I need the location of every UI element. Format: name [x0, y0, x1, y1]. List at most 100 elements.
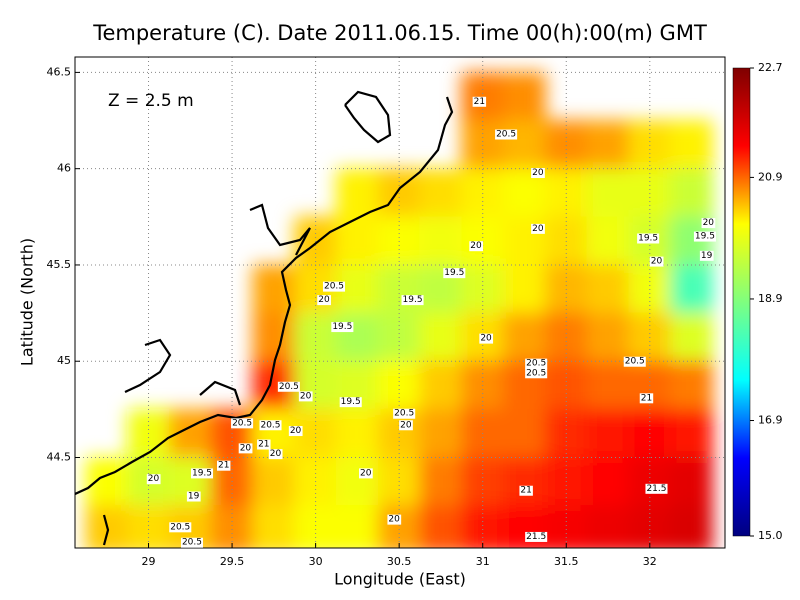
contour-label-bg — [469, 241, 484, 252]
field-cell — [127, 505, 170, 548]
y-axis-label: Latitude (North) — [18, 238, 37, 366]
contour-label: 20.5 — [526, 359, 546, 369]
contour-label-bg — [479, 333, 494, 344]
contour-label: 20.5 — [260, 420, 280, 430]
contour-label: 20 — [470, 241, 482, 251]
field-cell — [419, 312, 463, 362]
contour-label: 19.5 — [332, 322, 352, 332]
contour-label-bg — [531, 223, 545, 234]
contour-label: 21 — [520, 486, 531, 496]
field-cell — [503, 264, 546, 314]
contour-label-bg — [525, 531, 548, 542]
contour-label-bg — [519, 485, 533, 496]
contour-labels: 21 20.5 20 20 19.5 20 19.5 19 20 20 19.5 20.5 20 19.5… — [146, 96, 716, 548]
contour-label-bg — [186, 491, 201, 502]
field-cell — [336, 168, 379, 218]
contour-label: 20 — [703, 218, 715, 228]
field-cell — [670, 168, 713, 218]
field-cell — [419, 168, 463, 218]
grid: 29 29.5 30 30.5 31 31.5 32 44.5 45 45.5 46 46.5 — [47, 57, 725, 568]
contour-label: 20 — [290, 426, 302, 436]
contour-label: 19 — [701, 251, 713, 261]
contour-label-bg — [393, 408, 416, 419]
contour-label: 19.5 — [192, 468, 212, 478]
contour-label: 21 — [474, 97, 485, 107]
contour-label: 20.5 — [625, 357, 645, 367]
field-cell — [85, 457, 129, 507]
field-cell — [461, 71, 505, 122]
contour-label-bg — [146, 474, 161, 485]
contour-label-bg — [259, 420, 282, 431]
colorbar-tick-label: 18.9 — [758, 292, 783, 305]
contour-label: 20.5 — [324, 282, 344, 292]
field-cell — [503, 457, 546, 507]
field-cell — [252, 505, 296, 548]
contour-label: 20 — [270, 449, 282, 459]
field-cell — [628, 505, 672, 548]
field-cell — [210, 505, 254, 548]
field-cell — [461, 505, 505, 548]
field-cell — [252, 457, 296, 507]
x-tick-label: 30.5 — [387, 555, 412, 568]
contour-label-bg — [322, 281, 346, 292]
field-cell — [670, 360, 713, 410]
colorbar-tick-label: 15.0 — [758, 529, 783, 542]
chart-title: Temperature (C). Date 2011.06.15. Time 0… — [92, 21, 707, 45]
contour-label: 19.5 — [403, 295, 423, 305]
x-tick-label: 30 — [309, 555, 323, 568]
x-axis-label: Longitude (East) — [334, 570, 466, 589]
contour-label-bg — [531, 168, 545, 179]
field-cell — [586, 312, 630, 362]
contour-label: 19.5 — [695, 232, 715, 242]
field-cell — [586, 408, 630, 459]
contour-label: 20.5 — [182, 538, 202, 548]
contour-label: 20.5 — [526, 368, 546, 378]
temperature-field — [85, 71, 713, 548]
y-tick-label: 46.5 — [47, 65, 72, 78]
contour-label-bg — [288, 426, 303, 437]
field-cell — [586, 264, 630, 314]
field-cell — [586, 457, 630, 507]
field-cell — [586, 120, 630, 170]
field-cell — [336, 505, 379, 548]
field-cell — [670, 408, 713, 459]
contour-label: 20 — [300, 391, 312, 401]
field-cell — [586, 505, 630, 548]
contour-label-bg — [169, 522, 192, 533]
contour-label: 20.5 — [496, 130, 516, 140]
contour-label: 20 — [388, 515, 400, 525]
field-cell — [336, 408, 379, 459]
field-cells — [85, 71, 713, 548]
field-cell — [419, 408, 463, 459]
field-cell — [670, 312, 713, 362]
contour-label: 20 — [148, 474, 160, 484]
contour-label: 21 — [258, 440, 269, 450]
contour-label: 20 — [651, 257, 663, 267]
field-cell — [419, 457, 463, 507]
field-cell — [461, 120, 505, 170]
field-cell — [503, 312, 546, 362]
contour-label: 20.5 — [232, 418, 252, 428]
field-cell — [670, 505, 713, 548]
contour-label-bg — [238, 443, 253, 454]
field-cell — [586, 168, 630, 218]
field-cell — [252, 264, 296, 314]
contour-label: 20 — [240, 443, 252, 453]
y-tick-label: 44.5 — [47, 451, 72, 464]
lake — [124, 338, 172, 393]
contour-label: 20.5 — [170, 522, 190, 532]
field-cell — [586, 216, 630, 266]
field-cell — [377, 216, 421, 266]
contour-label: 20 — [318, 295, 330, 305]
contour-label-bg — [257, 439, 271, 450]
contour-label-bg — [399, 420, 413, 431]
contour-label: 21 — [641, 393, 652, 403]
contour-label-bg — [693, 231, 716, 242]
field-cell — [670, 264, 713, 314]
field-cell — [586, 360, 630, 410]
contour-label: 20 — [532, 224, 544, 234]
contour-label-bg — [359, 468, 373, 479]
field-cell — [419, 505, 463, 548]
field-cell — [336, 457, 379, 507]
contour-label-bg — [645, 483, 668, 494]
